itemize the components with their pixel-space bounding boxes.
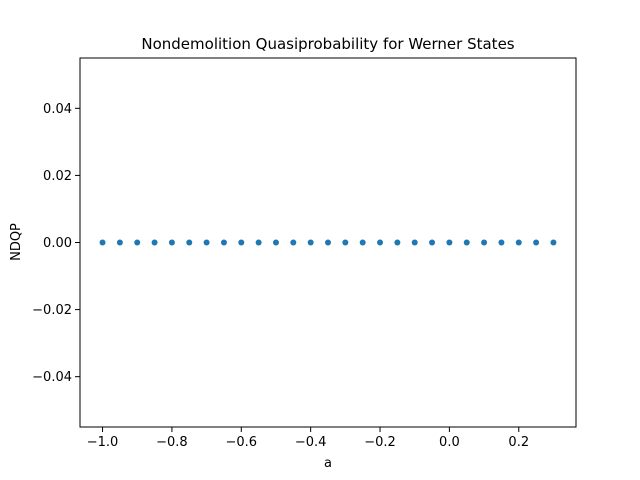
y-tick-label: 0.00 bbox=[43, 236, 72, 251]
data-point bbox=[463, 239, 470, 246]
data-point bbox=[411, 239, 418, 246]
x-tick-label: −0.2 bbox=[364, 435, 396, 450]
data-point bbox=[151, 239, 158, 246]
data-point bbox=[99, 239, 106, 246]
x-tick-label: −0.6 bbox=[225, 435, 257, 450]
data-point bbox=[481, 239, 488, 246]
data-point bbox=[533, 239, 540, 246]
data-point bbox=[203, 239, 210, 246]
y-axis: −0.04 −0.02 0.00 0.02 0.04 bbox=[32, 102, 80, 385]
y-tick-label: 0.02 bbox=[43, 169, 72, 184]
x-axis-label: a bbox=[324, 456, 332, 471]
x-axis: −1.0 −0.8 −0.6 −0.4 −0.2 0.0 0.2 bbox=[87, 427, 529, 450]
data-point bbox=[238, 239, 245, 246]
data-point bbox=[394, 239, 401, 246]
y-tick-label: −0.02 bbox=[32, 303, 72, 318]
plot-area bbox=[99, 239, 557, 246]
data-point bbox=[116, 239, 123, 246]
data-point bbox=[307, 239, 314, 246]
y-axis-label: NDQP bbox=[9, 223, 24, 261]
data-point bbox=[134, 239, 141, 246]
data-point bbox=[168, 239, 175, 246]
data-point bbox=[342, 239, 349, 246]
data-point bbox=[325, 239, 331, 246]
x-tick-label: 0.2 bbox=[508, 435, 529, 450]
data-point bbox=[186, 239, 193, 246]
data-point bbox=[446, 239, 453, 246]
x-tick-label: −0.8 bbox=[156, 435, 188, 450]
data-point bbox=[429, 239, 436, 246]
x-tick-label: 0.0 bbox=[439, 435, 460, 450]
data-point bbox=[290, 239, 297, 246]
data-point bbox=[550, 239, 557, 246]
data-point bbox=[498, 239, 505, 246]
y-tick-label: 0.04 bbox=[43, 102, 72, 117]
y-tick-label: −0.04 bbox=[32, 370, 72, 385]
data-point bbox=[272, 239, 279, 246]
data-point bbox=[377, 239, 384, 246]
x-tick-label: −0.4 bbox=[295, 435, 327, 450]
data-point bbox=[220, 239, 227, 246]
data-point bbox=[359, 239, 366, 246]
chart-title: Nondemolition Quasiprobability for Werne… bbox=[141, 35, 514, 53]
x-tick-label: −1.0 bbox=[87, 435, 119, 450]
data-point bbox=[515, 239, 522, 246]
data-point bbox=[255, 239, 262, 246]
